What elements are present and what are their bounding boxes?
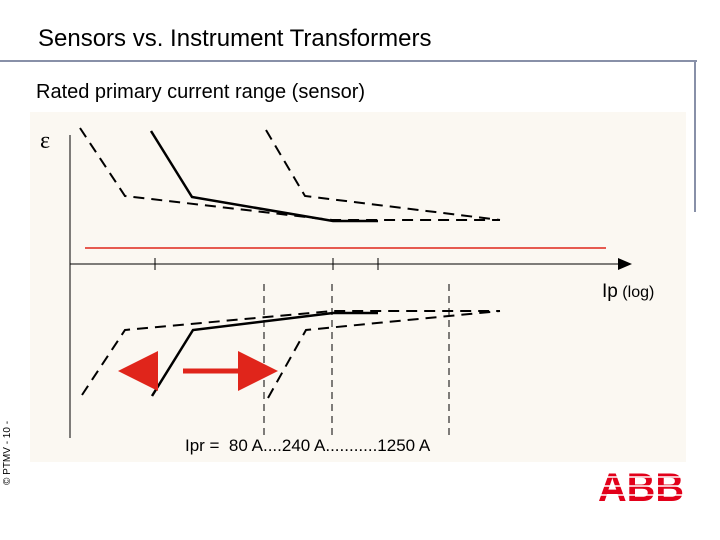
upper-dashed-curve-left — [79, 127, 500, 221]
lower-dashed-curve-right — [267, 310, 501, 399]
upper-dashed-curve-right — [265, 129, 501, 221]
lower-solid-curve — [150, 311, 378, 397]
diagram-background — [30, 112, 686, 462]
x-axis-label-suffix: (log) — [618, 284, 654, 301]
x-axis-arrowhead — [618, 258, 632, 270]
upper-solid-curve — [149, 130, 378, 223]
right-border-line — [694, 60, 696, 212]
title-underline — [0, 60, 697, 62]
slide-title: Sensors vs. Instrument Transformers — [38, 25, 432, 52]
x-axis-label: Ip (log) — [602, 281, 654, 302]
abb-logo: ABB — [598, 468, 684, 504]
slide-subtitle: Rated primary current range (sensor) — [36, 81, 366, 103]
copyright-footer: © PTMV - 10 - — [2, 420, 13, 485]
x-axis-label-main: Ip — [602, 281, 618, 302]
lower-dashed-curve-left — [81, 310, 500, 396]
ipr-label: Ipr = 80 A....240 A...........1250 A — [185, 436, 431, 455]
epsilon-label: ε — [40, 128, 50, 154]
